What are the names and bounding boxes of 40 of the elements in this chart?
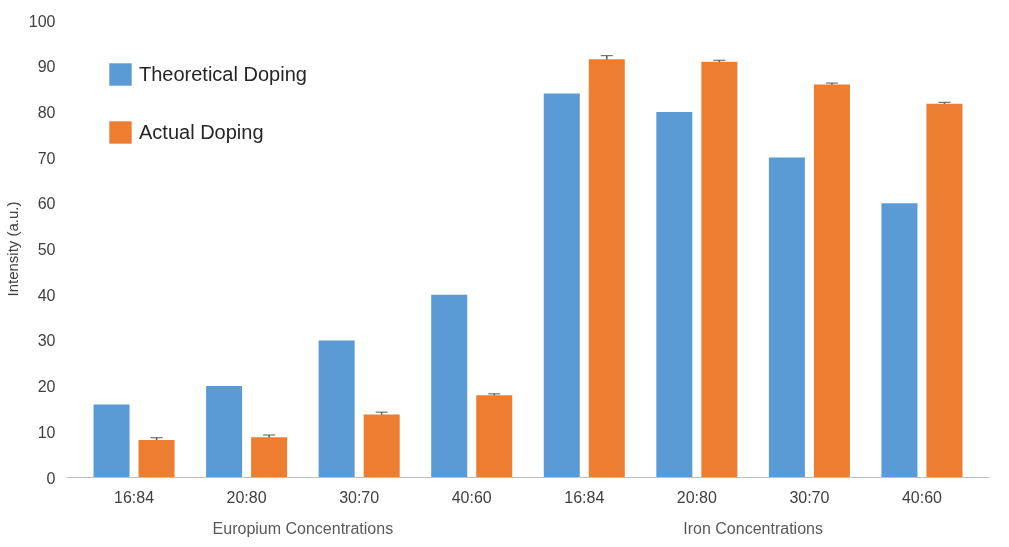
x-tick-label: 30:70 [339, 488, 380, 506]
bar [251, 437, 288, 478]
y-tick-label: 70 [37, 149, 56, 167]
x-tick-label: 16:84 [564, 488, 605, 506]
x-tick-label: 20:80 [226, 488, 267, 506]
bar [93, 404, 130, 478]
bar [701, 61, 738, 478]
bar [881, 203, 918, 478]
bar [206, 386, 243, 478]
y-tick-label: 0 [46, 469, 56, 487]
bar [768, 157, 805, 478]
x-tick-label: 20:80 [676, 488, 717, 506]
text: Europium Concentrations [212, 519, 394, 537]
y-tick-label: 80 [37, 103, 56, 121]
x-tick-label: 30:70 [789, 488, 830, 506]
bar [318, 340, 355, 478]
bar [476, 395, 513, 478]
bar [656, 111, 693, 478]
x-tick-label: 16:84 [114, 488, 155, 506]
bar [926, 103, 963, 478]
bar [813, 84, 850, 478]
y-tick-label: 40 [37, 286, 56, 304]
text: Iron Concentrations [683, 519, 823, 537]
y-tick-label: 60 [37, 195, 56, 213]
y-tick-label: 10 [37, 423, 56, 441]
bar [363, 414, 400, 478]
y-tick-label: 100 [28, 12, 56, 30]
bar [543, 93, 580, 478]
bar [588, 59, 625, 478]
legend-label: Actual Doping [139, 120, 264, 144]
legend-label: Theoretical Doping [139, 62, 307, 86]
y-tick-label: 20 [37, 378, 56, 396]
x-tick-label: 40:60 [901, 488, 943, 506]
y-tick-label: 30 [37, 332, 56, 350]
y-axis-title: Intensity (a.u.) [3, 201, 21, 297]
x-tick-label: 40:60 [451, 488, 492, 506]
y-tick-label: 50 [37, 241, 56, 258]
bar [138, 440, 175, 478]
bar [431, 294, 468, 478]
y-tick-label: 90 [37, 58, 56, 76]
